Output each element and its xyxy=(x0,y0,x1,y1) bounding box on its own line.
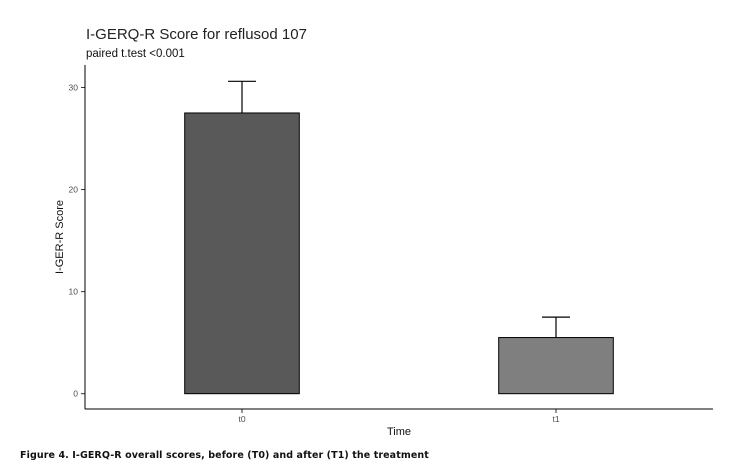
x-tick-label-t1: t1 xyxy=(552,414,559,424)
x-tick-label-t0: t0 xyxy=(238,414,245,424)
y-tick-label: 10 xyxy=(69,287,79,297)
y-axis-ticks: 0 10 20 30 xyxy=(69,82,85,399)
y-tick-label: 0 xyxy=(73,389,78,399)
bars-group xyxy=(184,112,614,395)
x-axis-title: Time xyxy=(387,426,411,438)
chart-title: I-GERQ-R Score for reflusod 107 xyxy=(86,26,307,43)
bar-chart: I-GERQ-R Score for reflusod 107 paired t… xyxy=(54,26,713,438)
chart-subtitle: paired t.test <0.001 xyxy=(86,48,185,60)
figure-caption: Figure 4. I-GERQ-R overall scores, befor… xyxy=(20,450,429,461)
x-axis-ticks: t0 t1 xyxy=(238,409,560,424)
bar-t0 xyxy=(184,112,300,395)
bar-t1 xyxy=(498,337,614,395)
y-tick-label: 30 xyxy=(69,82,79,92)
y-axis-title: I-GER-R Score xyxy=(54,200,66,274)
y-tick-label: 20 xyxy=(69,185,79,195)
error-bars-group xyxy=(228,80,570,338)
